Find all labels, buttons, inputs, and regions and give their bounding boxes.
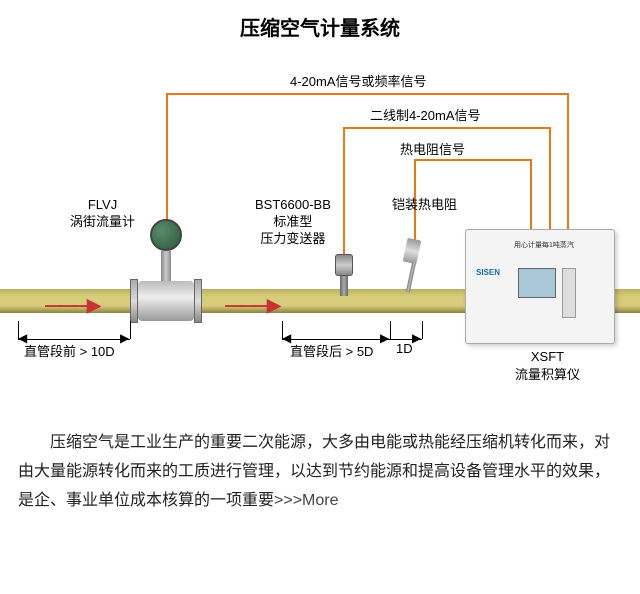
totalizer-name: 流量积算仪 bbox=[515, 364, 580, 383]
signal-line bbox=[343, 127, 550, 129]
transmitter-name: 压力变送器 bbox=[255, 231, 331, 248]
flowmeter-icon bbox=[150, 219, 182, 281]
totalizer-icon: 用心计量每1吨蒸汽 SISEN bbox=[465, 229, 615, 344]
dim-before: 直管段前 > 10D bbox=[24, 341, 115, 360]
rtd-label: 铠装热电阻 bbox=[392, 197, 457, 214]
transmitter-type: 标准型 bbox=[255, 214, 331, 231]
dim-gap: 1D bbox=[396, 341, 413, 356]
totalizer-panel-text: 用心计量每1吨蒸汽 bbox=[514, 240, 574, 250]
rtd-icon bbox=[405, 239, 419, 293]
flowmeter-label: FLVJ 涡街流量计 bbox=[70, 197, 135, 231]
flange bbox=[130, 279, 138, 323]
totalizer-label: XSFT 流量积算仪 bbox=[515, 349, 580, 383]
signal-line bbox=[166, 93, 568, 95]
dim-tick bbox=[422, 321, 423, 339]
signal-line bbox=[530, 159, 532, 231]
signal-line bbox=[343, 127, 345, 255]
signal-line bbox=[414, 159, 531, 161]
dim-after: 直管段后 > 5D bbox=[290, 341, 373, 360]
dim-arrow-icon: ▶ bbox=[380, 331, 389, 345]
signal-line bbox=[166, 93, 168, 223]
totalizer-brand: SISEN bbox=[476, 268, 500, 277]
flowmeter-body-icon bbox=[138, 281, 194, 321]
page-title: 压缩空气计量系统 bbox=[0, 0, 640, 49]
signal-label-3: 热电阻信号 bbox=[400, 139, 465, 158]
signal-line bbox=[567, 93, 569, 231]
flange bbox=[194, 279, 202, 323]
dim-line bbox=[282, 339, 390, 340]
dim-arrow-icon: ▶ bbox=[120, 331, 129, 345]
flow-arrow-icon: ———▶ bbox=[45, 295, 97, 316]
flow-arrow-icon: ———▶ bbox=[225, 295, 277, 316]
dim-arrow-icon: ▶ bbox=[412, 331, 421, 345]
system-diagram: 4-20mA信号或频率信号 二线制4-20mA信号 热电阻信号 FLVJ 涡街流… bbox=[0, 49, 640, 419]
transmitter-icon bbox=[335, 254, 353, 296]
more-link[interactable]: >>>More bbox=[274, 492, 338, 509]
signal-label-2: 二线制4-20mA信号 bbox=[370, 105, 481, 124]
flowmeter-code: FLVJ bbox=[70, 197, 135, 214]
signal-label-1: 4-20mA信号或频率信号 bbox=[290, 71, 427, 90]
signal-line bbox=[549, 127, 551, 231]
flowmeter-name: 涡街流量计 bbox=[70, 214, 135, 231]
dim-line bbox=[18, 339, 130, 340]
dim-tick bbox=[390, 321, 391, 339]
transmitter-code: BST6600-BB bbox=[255, 197, 331, 214]
transmitter-label: BST6600-BB 标准型 压力变送器 bbox=[255, 197, 331, 248]
totalizer-code: XSFT bbox=[515, 349, 580, 364]
dim-tick bbox=[130, 321, 131, 339]
description-text: 压缩空气是工业生产的重要二次能源，大多由电能或热能经压缩机转化而来，对由大量能源… bbox=[0, 419, 640, 525]
